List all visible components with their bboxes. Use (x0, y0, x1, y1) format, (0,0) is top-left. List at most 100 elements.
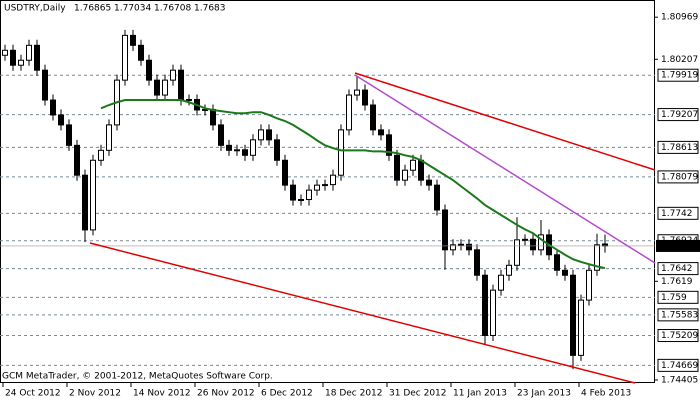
candle-body (434, 184, 440, 211)
candle-body (482, 274, 488, 336)
level-label-box (657, 262, 699, 276)
symbol: USDTRY,Daily (4, 4, 66, 14)
x-tick-label: 26 Nov 2012 (197, 389, 255, 399)
candle-body (26, 44, 32, 61)
candle-body (538, 234, 544, 251)
level-label: 1.74669 (661, 361, 698, 371)
candle-body (506, 264, 512, 276)
header-value: 1.76708 (154, 4, 191, 14)
candle-body (530, 238, 536, 251)
level-label-box (657, 358, 699, 372)
candle-body (122, 34, 128, 81)
candle-body (386, 134, 392, 156)
candle-body (490, 289, 496, 336)
trend-line (354, 72, 656, 171)
level-label: 1.7642 (661, 264, 693, 274)
candle-body (330, 174, 336, 186)
candle-body (210, 108, 216, 126)
candle-body (466, 243, 472, 251)
candle-body (250, 139, 256, 156)
plot-frame (0, 0, 655, 383)
candle-body (58, 114, 64, 126)
candle-body (306, 189, 312, 201)
candle-body (258, 129, 264, 141)
candle-body (522, 238, 528, 241)
level-label-box (657, 290, 699, 304)
candle-body (226, 144, 232, 151)
candle-body (410, 159, 416, 171)
candle-body (442, 209, 448, 251)
candle-body (98, 149, 104, 161)
current-price-box (656, 239, 700, 252)
candle-body (474, 249, 480, 276)
candle-body (82, 174, 88, 231)
candle-body (18, 59, 24, 66)
y-tick-label: 1.7619 (661, 277, 693, 287)
candle-body (74, 144, 80, 176)
candle-body (378, 129, 384, 136)
level-label-box (657, 68, 699, 82)
level-label-box (657, 140, 699, 154)
candle-body (370, 104, 376, 131)
candle-body (346, 94, 352, 131)
x-tick-label: 2 Nov 2012 (69, 389, 121, 399)
candle-body (314, 184, 320, 191)
candle-body (354, 89, 360, 96)
trend-line (354, 74, 656, 264)
candle-body (34, 44, 40, 71)
candle-body (154, 79, 160, 96)
moving-average (100, 99, 606, 270)
candle-body (402, 169, 408, 181)
candle-body (362, 89, 368, 106)
candle-body (146, 59, 152, 81)
header-value: 1.7683 (194, 4, 226, 14)
candle-body (298, 199, 304, 202)
level-label: 1.7742 (661, 209, 693, 219)
candle-body (234, 149, 240, 152)
level-label-box (657, 308, 699, 322)
level-label-box (657, 206, 699, 220)
candle-body (10, 49, 16, 66)
x-tick-label: 18 Dec 2012 (325, 389, 383, 399)
candle-body (290, 184, 296, 201)
candle-body (282, 159, 288, 186)
candle-body (322, 184, 328, 187)
candle-body (2, 49, 8, 56)
candle-body (218, 124, 224, 146)
candle-body (178, 69, 184, 101)
candle-body (554, 254, 560, 271)
candle-body (458, 243, 464, 246)
level-label: 1.75583 (661, 310, 698, 320)
candle-body (106, 124, 112, 151)
level-label: 1.78079 (661, 172, 698, 182)
candle-body (586, 269, 592, 301)
candle-body (338, 129, 344, 176)
candle-body (394, 154, 400, 181)
candle-body (202, 108, 208, 111)
candle-body (274, 139, 280, 161)
candle-body (570, 274, 576, 356)
candle-body (130, 34, 136, 46)
level-label: 1.78613 (661, 143, 698, 153)
x-tick-label: 31 Dec 2012 (389, 389, 447, 399)
x-tick-label: 23 Jan 2013 (517, 389, 571, 399)
candle-body (562, 269, 568, 276)
level-label: 1.79919 (661, 71, 698, 81)
candle-body (514, 239, 520, 266)
footer: GCM MetaTrader, © 2001-2012, MetaQuotes … (2, 372, 273, 382)
header-value: 1.76865 (74, 4, 111, 14)
candle-body (450, 244, 456, 251)
level-label-box (657, 170, 699, 184)
trend-line (89, 242, 636, 384)
level-label-box (657, 329, 699, 343)
level-label: 1.759 (661, 293, 687, 303)
x-tick-label: 14 Nov 2012 (133, 389, 191, 399)
current-price-label: 1.7683 (661, 241, 693, 251)
candle-body (498, 274, 504, 291)
candle-body (418, 159, 424, 181)
candle-body (594, 244, 600, 271)
plot (0, 29, 655, 370)
y-tick-label: 1.80207 (661, 55, 698, 65)
